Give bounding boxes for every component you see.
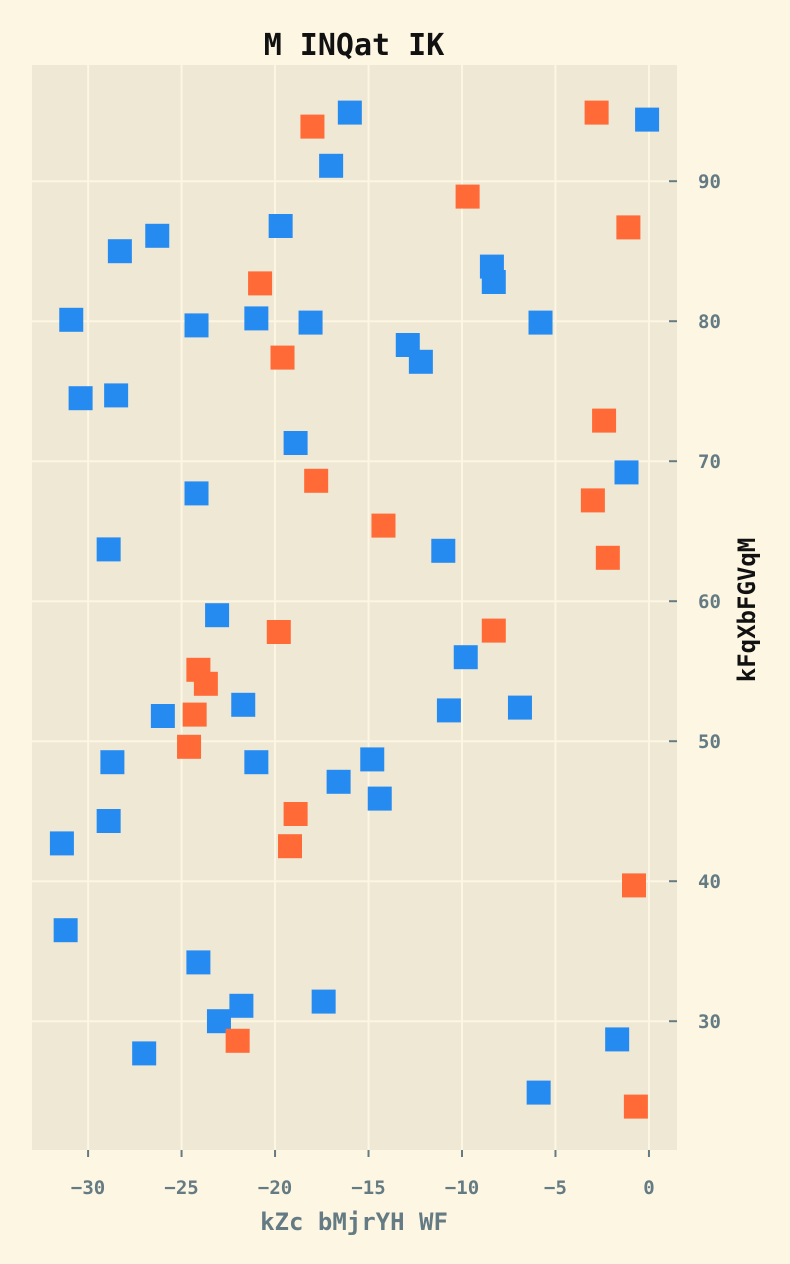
data-point-series-1 (96, 809, 121, 833)
data-point-series-2 (592, 408, 617, 433)
data-point-series-1 (268, 214, 293, 238)
data-point-series-2 (300, 114, 325, 139)
x-tick-label: −5 (544, 1177, 567, 1199)
y-tick-label: 70 (698, 451, 721, 473)
chart-title: M INQat IK (264, 28, 445, 63)
data-point-series-1 (205, 603, 230, 628)
data-point-series-1 (186, 950, 211, 975)
data-point-series-1 (360, 747, 385, 772)
data-point-series-1 (96, 537, 121, 562)
grid-lines (32, 65, 677, 1150)
data-point-series-2 (193, 671, 218, 696)
data-point-series-1 (507, 695, 532, 720)
data-point-series-1 (231, 692, 256, 717)
plot-area (32, 65, 677, 1150)
y-tick-label: 50 (698, 731, 721, 753)
data-point-series-1 (229, 993, 254, 1018)
data-point-series-1 (526, 1080, 551, 1105)
data-point-series-1 (104, 383, 129, 408)
data-point-series-1 (59, 307, 84, 332)
data-point-series-1 (614, 460, 639, 485)
data-point-series-1 (244, 750, 269, 775)
data-point-series-2 (225, 1028, 250, 1053)
data-point-series-1 (311, 989, 336, 1014)
x-tick-label: −25 (164, 1177, 198, 1199)
data-point-series-1 (408, 349, 433, 374)
data-point-series-1 (337, 100, 362, 125)
data-point-series-2 (455, 184, 480, 209)
data-point-series-1 (184, 313, 209, 338)
data-point-series-1 (68, 386, 93, 411)
axis-ticks: −30 −25 −20 −15 −10 −5 0 30 40 50 60 70 80 90 (71, 171, 721, 1199)
data-point-series-1 (319, 153, 344, 178)
data-point-series-2 (182, 702, 207, 727)
data-point-series-1 (283, 431, 308, 455)
data-point-series-1 (244, 306, 269, 331)
data-point-series-1 (49, 831, 74, 856)
data-point-series-2 (481, 618, 506, 643)
x-tick-label: −30 (71, 1177, 105, 1199)
data-point-series-1 (184, 481, 209, 506)
data-point-series-2 (270, 345, 295, 370)
data-point-series-1 (605, 1027, 630, 1052)
data-point-series-1 (150, 704, 175, 728)
data-point-series-1 (100, 750, 125, 775)
data-point-series-2 (371, 513, 396, 538)
y-axis-label: kFqXbFGVqM (733, 538, 761, 683)
data-point-series-1 (326, 769, 351, 794)
data-point-series-1 (132, 1041, 157, 1066)
data-point-series-2 (616, 215, 641, 240)
data-point-series-2 (278, 834, 302, 859)
x-tick-label: 0 (643, 1177, 654, 1199)
data-point-series-1 (431, 538, 456, 563)
data-points (49, 100, 660, 1119)
x-tick-label: −15 (351, 1177, 385, 1199)
data-point-series-1 (528, 310, 553, 335)
data-point-series-1 (206, 1009, 231, 1034)
data-point-series-1 (145, 223, 170, 248)
data-point-series-1 (635, 107, 660, 132)
y-tick-label: 30 (698, 1011, 721, 1033)
data-point-series-2 (304, 468, 329, 493)
y-tick-label: 90 (698, 171, 721, 193)
y-tick-label: 40 (698, 871, 721, 893)
data-point-series-2 (584, 100, 609, 125)
data-point-series-2 (580, 488, 605, 513)
data-point-series-1 (298, 310, 323, 335)
data-point-series-1 (453, 645, 478, 670)
data-point-series-1 (107, 239, 132, 264)
x-axis-label: kZc bMjrYH WF (260, 1208, 448, 1236)
data-point-series-2 (248, 271, 273, 296)
data-point-series-2 (622, 873, 646, 898)
data-point-series-2 (595, 545, 620, 570)
data-point-series-1 (436, 698, 461, 723)
y-tick-label: 80 (698, 311, 721, 333)
y-tick-label: 60 (698, 591, 721, 613)
data-point-series-1 (53, 918, 78, 943)
data-point-series-2 (266, 620, 291, 644)
x-tick-label: −10 (445, 1177, 479, 1199)
data-point-series-1 (481, 270, 506, 294)
x-tick-label: −20 (258, 1177, 292, 1199)
data-point-series-2 (283, 802, 308, 826)
data-point-series-1 (367, 786, 392, 811)
data-point-series-2 (177, 734, 202, 759)
data-point-series-2 (623, 1094, 648, 1119)
